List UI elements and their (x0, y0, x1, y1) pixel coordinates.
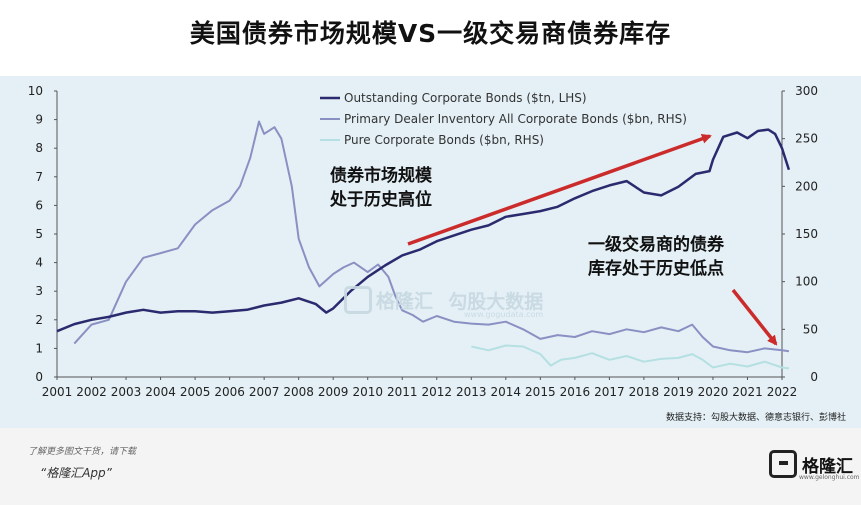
legend: Outstanding Corporate Bonds ($tn, LHS) P… (320, 91, 687, 147)
y-right-tick-label: 0 (810, 370, 818, 384)
x-tick-label: 2010 (352, 385, 383, 399)
source-note: 数据支持：勾股大数据、德意志银行、彭博社 (666, 411, 846, 423)
x-tick-label: 2012 (421, 385, 452, 399)
x-tick-label: 2021 (732, 385, 763, 399)
y-right-tick-label: 200 (795, 179, 818, 193)
watermark-logo-icon (344, 286, 372, 314)
x-tick-label: 2008 (283, 385, 314, 399)
gelonghui-logo-site: www.gelonghui.com (799, 474, 860, 481)
x-tick-label: 2009 (318, 385, 349, 399)
annotation-2: 一级交易商的债券 库存处于历史低点 (588, 234, 778, 346)
annotation-1: 债券市场规模 处于历史高位 (329, 133, 712, 246)
x-tick-label: 2015 (525, 385, 556, 399)
y-left-tick-label: 2 (35, 313, 43, 327)
x-tick-label: 2019 (663, 385, 694, 399)
x-tick-label: 2006 (214, 385, 245, 399)
annotation-1-line2: 处于历史高位 (329, 189, 432, 210)
y-left-tick-label: 9 (35, 113, 43, 127)
y-left-tick-label: 5 (35, 227, 43, 241)
annotation-2-line1: 一级交易商的债券 (588, 234, 725, 255)
annotation-1-line1: 债券市场规模 (330, 165, 433, 186)
y-left-tick-label: 1 (35, 341, 43, 355)
x-tick-label: 2003 (111, 385, 142, 399)
x-tick-label: 2005 (180, 385, 211, 399)
x-tick-label: 2017 (594, 385, 625, 399)
gelonghui-logo-icon (769, 450, 797, 478)
x-tick-label: 2011 (387, 385, 418, 399)
x-tick-label: 2001 (42, 385, 73, 399)
series-line-pure-corporate (471, 344, 790, 370)
y-right-tick-label: 300 (795, 84, 818, 98)
y-right-tick-label: 50 (803, 322, 818, 336)
y-left-tick-label: 7 (35, 170, 43, 184)
gelonghui-logo-text: 格隆汇 (802, 456, 853, 477)
series-line-dealer-inventory (73, 120, 790, 354)
y-left-tick-label: 4 (35, 256, 43, 270)
series-layer (56, 120, 791, 370)
annotation-2-arrow (731, 288, 778, 346)
y-left-tick-label: 10 (28, 84, 43, 98)
y-right-tick-label: 150 (795, 227, 818, 241)
watermark: 格隆汇 勾股大数据 www.gogudata.com (344, 286, 543, 319)
x-tick-label: 2016 (560, 385, 591, 399)
footer-note: 了解更多图文干货，请下载 (28, 447, 137, 457)
chart-panel: 0 1 2 3 4 5 6 7 8 9 10 0 50 100 150 200 250 300 2001 2002 20… (0, 76, 861, 428)
legend-label-dealer-inventory: Primary Dealer Inventory All Corporate B… (344, 112, 687, 126)
y-left-tick-label: 8 (35, 141, 43, 155)
footer: 了解更多图文干货，请下载 “格隆汇App” 格隆汇 www.gelonghui.… (0, 428, 861, 505)
legend-label-outstanding: Outstanding Corporate Bonds ($tn, LHS) (344, 91, 587, 105)
footer-app-name: “格隆汇App” (40, 466, 112, 480)
y-left-tick-label: 3 (35, 284, 43, 298)
watermark-brand: 格隆汇 (376, 290, 434, 313)
x-tick-label: 2014 (491, 385, 522, 399)
x-tick-label: 2018 (629, 385, 660, 399)
annotation-2-line2: 库存处于历史低点 (588, 258, 724, 279)
gelonghui-logo: 格隆汇 www.gelonghui.com (769, 450, 860, 481)
y-right-tick-label: 100 (795, 275, 818, 289)
watermark-site: www.gogudata.com (464, 310, 544, 319)
x-tick-label: 2004 (145, 385, 176, 399)
series-line-outstanding (56, 128, 791, 333)
x-tick-label: 2022 (767, 385, 798, 399)
annotation-1-arrow (407, 133, 712, 246)
legend-label-pure-corporate: Pure Corporate Bonds ($bn, RHS) (344, 133, 544, 147)
y-left-tick-label: 0 (35, 370, 43, 384)
x-tick-label: 2020 (698, 385, 729, 399)
x-tick-label: 2013 (456, 385, 487, 399)
x-tick-label: 2002 (76, 385, 107, 399)
y-left-tick-label: 6 (35, 198, 43, 212)
y-right-tick-label: 250 (795, 132, 818, 146)
x-tick-label: 2007 (249, 385, 280, 399)
chart-title: 美国债券市场规模VS一级交易商债券库存 (189, 19, 672, 48)
watermark-partner: 勾股大数据 (448, 290, 544, 313)
